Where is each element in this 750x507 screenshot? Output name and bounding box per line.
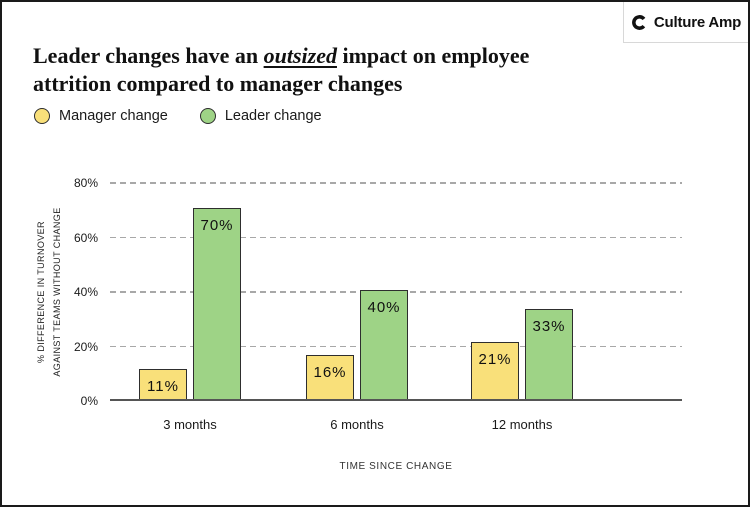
bar-manager-change-12-months: 21% — [471, 341, 519, 399]
legend-label-leader-change: Leader change — [224, 108, 322, 124]
culture-amp-logo-text: Culture Amp — [653, 13, 742, 31]
bar-group-6-months: 16% 40% — [306, 290, 408, 399]
chart-legend: Manager change Leader change — [34, 108, 322, 124]
bar-manager-change-3-months: 11% — [139, 369, 187, 399]
title-highlight: outsized — [263, 42, 337, 68]
title-prefix: Leader changes have an — [33, 42, 264, 68]
x-category-label-12-months: 12 months — [491, 417, 553, 432]
bar-leader-change-12-months: 33% — [525, 309, 573, 399]
y-axis-title-line2: AGAINST TEAMS WITHOUT CHANGE — [52, 207, 62, 377]
bar-value-label: 21% — [478, 350, 512, 368]
y-tick-label-40: 40% — [73, 285, 98, 299]
gridline-60 — [110, 236, 682, 239]
legend-label-manager-change: Manager change — [59, 108, 168, 124]
y-tick-label-80: 80% — [73, 176, 98, 190]
bar-value-label: 70% — [200, 217, 234, 235]
y-axis-title-line1: % DIFFERENCE IN TURNOVER — [35, 221, 46, 363]
bar-group-3-months: 11% 70% — [139, 208, 241, 399]
culture-amp-c-icon — [631, 14, 648, 31]
plot-area: 0% 20% 40% 60% 80% 3 months 11% 70% 6 months 16% 4… — [74, 176, 682, 432]
x-category-label-6-months: 6 months — [330, 417, 384, 432]
bar-value-label: 16% — [313, 364, 347, 382]
title-line2: attrition compared to manager changes — [33, 71, 403, 97]
y-tick-label-0: 0% — [80, 394, 98, 408]
y-tick-label-20: 20% — [73, 339, 98, 354]
bar-manager-change-6-months: 16% — [306, 355, 354, 399]
gridline-80 — [110, 182, 682, 184]
y-tick-label-60: 60% — [73, 230, 98, 245]
bar-leader-change-6-months: 40% — [360, 290, 408, 399]
manager-change-swatch-icon — [34, 108, 50, 124]
x-category-label-3-months: 3 months — [163, 417, 217, 432]
bar-value-label: 11% — [147, 378, 179, 396]
bar-leader-change-3-months: 70% — [193, 208, 241, 399]
legend-item-manager-change: Manager change — [34, 108, 168, 124]
x-axis-title: TIME SINCE CHANGE — [339, 461, 453, 472]
page-title: Leader changes have an outsized impact o… — [33, 42, 608, 99]
bar-value-label: 33% — [532, 318, 566, 336]
leader-change-swatch-icon — [199, 108, 216, 124]
y-axis-title: % DIFFERENCE IN TURNOVER AGAINST TEAMS W… — [33, 207, 65, 376]
bar-group-12-months: 21% 33% — [471, 309, 573, 399]
bar-value-label: 40% — [367, 299, 401, 316]
title-line1-end: impact on employee — [336, 42, 530, 68]
culture-amp-logo: Culture Amp — [623, 2, 748, 43]
legend-item-leader-change: Leader change — [199, 108, 322, 124]
